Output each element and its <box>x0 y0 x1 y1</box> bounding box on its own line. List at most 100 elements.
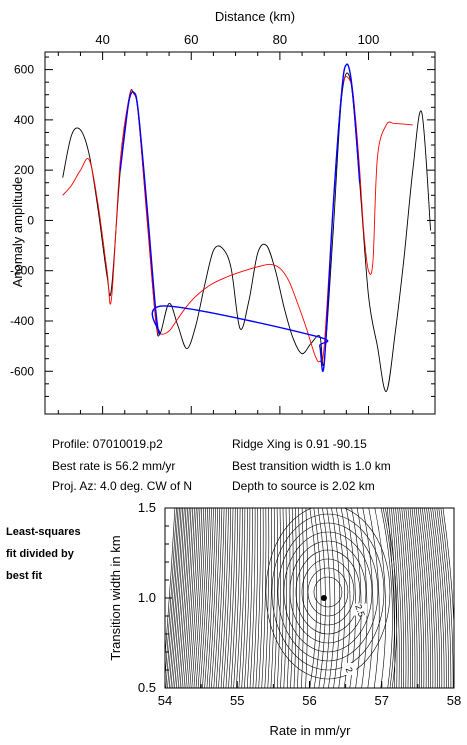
contour-line <box>395 508 405 688</box>
misfit-contour-ring <box>265 508 391 680</box>
contour-line <box>177 508 190 688</box>
contour-line <box>336 508 346 688</box>
contour-line <box>193 508 204 688</box>
contour-label-bg <box>353 603 368 616</box>
distance-tick-label: 40 <box>95 32 109 47</box>
contour-line <box>368 508 380 688</box>
contour-line <box>426 508 438 688</box>
projection-azimuth-text: Proj. Az: 4.0 deg. CW of N <box>52 479 193 493</box>
contour-line <box>399 508 409 688</box>
contour-line <box>290 508 294 688</box>
misfit-contour-ring <box>277 522 379 662</box>
amplitude-tick-label: -600 <box>10 364 34 378</box>
side-note-line-3: best fit <box>6 570 43 582</box>
contour-line <box>238 508 246 688</box>
contour-line <box>442 508 454 631</box>
rate-tick-label: 57 <box>375 693 389 708</box>
contour-value-label: 2.5 <box>353 603 367 618</box>
contour-line <box>187 508 199 688</box>
amplitude-tick-label: 600 <box>14 63 34 77</box>
rate-axis-label: Rate in mm/yr <box>270 723 352 738</box>
rate-tick-label: 55 <box>230 693 244 708</box>
contour-line <box>422 508 434 688</box>
contour-line <box>417 508 429 688</box>
misfit-contour-ring <box>295 549 361 635</box>
contour-line <box>264 508 270 688</box>
contour-line <box>261 508 267 688</box>
contour-line <box>322 508 331 688</box>
misfit-contour-ring <box>313 576 343 608</box>
side-note-line-1: Least-squares <box>6 526 81 538</box>
anomaly-plot-frame <box>44 51 436 415</box>
contour-line <box>438 508 452 688</box>
width-tick-label: 1.5 <box>138 500 156 515</box>
contour-line <box>411 508 422 688</box>
contour-line <box>183 508 195 688</box>
distance-axis-ticks: 40 60 80 100 <box>57 32 414 414</box>
contour-line <box>213 508 223 688</box>
contour-value-label: 2 <box>344 666 355 674</box>
profile-text: Profile: 07010019.p2 <box>52 437 163 451</box>
contour-line <box>225 508 234 688</box>
misfit-contour-ring <box>271 513 385 671</box>
amplitude-tick-label: 0 <box>27 213 34 227</box>
model-anomaly-line <box>62 76 413 364</box>
contour-line <box>380 508 393 688</box>
contour-line <box>204 508 214 688</box>
distance-axis-label: Distance (km) <box>215 9 295 24</box>
contour-line <box>326 508 336 688</box>
contour-line <box>236 508 243 688</box>
best-rate-text: Best rate is 56.2 mm/yr <box>52 459 176 473</box>
contour-line <box>181 508 194 688</box>
contour-line <box>206 508 216 688</box>
amplitude-axis-label: Anomaly amplitude <box>10 177 25 288</box>
contour-line <box>218 508 227 688</box>
contour-line <box>409 508 420 688</box>
contour-line <box>230 508 238 688</box>
ridge-crossing-text: Ridge Xing is 0.91 -90.15 <box>232 437 367 451</box>
amplitude-tick-label: 400 <box>14 113 34 127</box>
contour-line <box>211 508 221 688</box>
contour-line <box>405 508 416 688</box>
contour-line <box>273 508 278 688</box>
contour-line <box>277 508 281 688</box>
contour-line <box>430 508 443 688</box>
side-note-line-2: fit divided by <box>6 548 74 560</box>
contour-line <box>309 508 318 688</box>
contour-line <box>440 508 454 688</box>
contour-line <box>280 508 284 688</box>
contour-line <box>403 508 413 688</box>
amplitude-tick-label: 200 <box>14 163 34 177</box>
contour-line <box>241 508 248 688</box>
amplitude-tick-label: -200 <box>10 264 34 278</box>
contour-label-bg <box>342 663 357 675</box>
contour-line <box>331 508 340 688</box>
contour-line <box>420 508 431 688</box>
contour-line <box>170 508 183 688</box>
contour-line <box>191 508 203 688</box>
contour-line <box>283 508 288 688</box>
distance-tick-label: 100 <box>358 32 380 47</box>
rate-axis-ticks: 54 55 56 57 58 <box>158 681 461 708</box>
contour-line <box>413 508 425 688</box>
contour-line <box>297 508 301 688</box>
contour-line <box>424 508 436 688</box>
contour-line <box>434 508 447 688</box>
contour-line <box>244 508 251 688</box>
contour-line <box>228 508 236 688</box>
contour-line <box>258 508 264 688</box>
contour-line <box>208 508 218 688</box>
contour-line <box>249 508 256 688</box>
width-axis-label: Transition width in km <box>108 535 123 660</box>
width-axis-ticks: 0.5 1.0 1.5 <box>138 500 172 695</box>
contour-line <box>301 508 304 688</box>
side-note: Least-squares fit divided by best fit <box>6 521 81 587</box>
rate-tick-label: 58 <box>447 693 461 708</box>
contour-line <box>246 508 253 688</box>
contour-line <box>415 508 427 688</box>
contour-line <box>165 508 179 688</box>
contour-line <box>252 508 259 688</box>
distance-tick-label: 80 <box>273 32 287 47</box>
observed-anomaly-line <box>62 72 432 392</box>
